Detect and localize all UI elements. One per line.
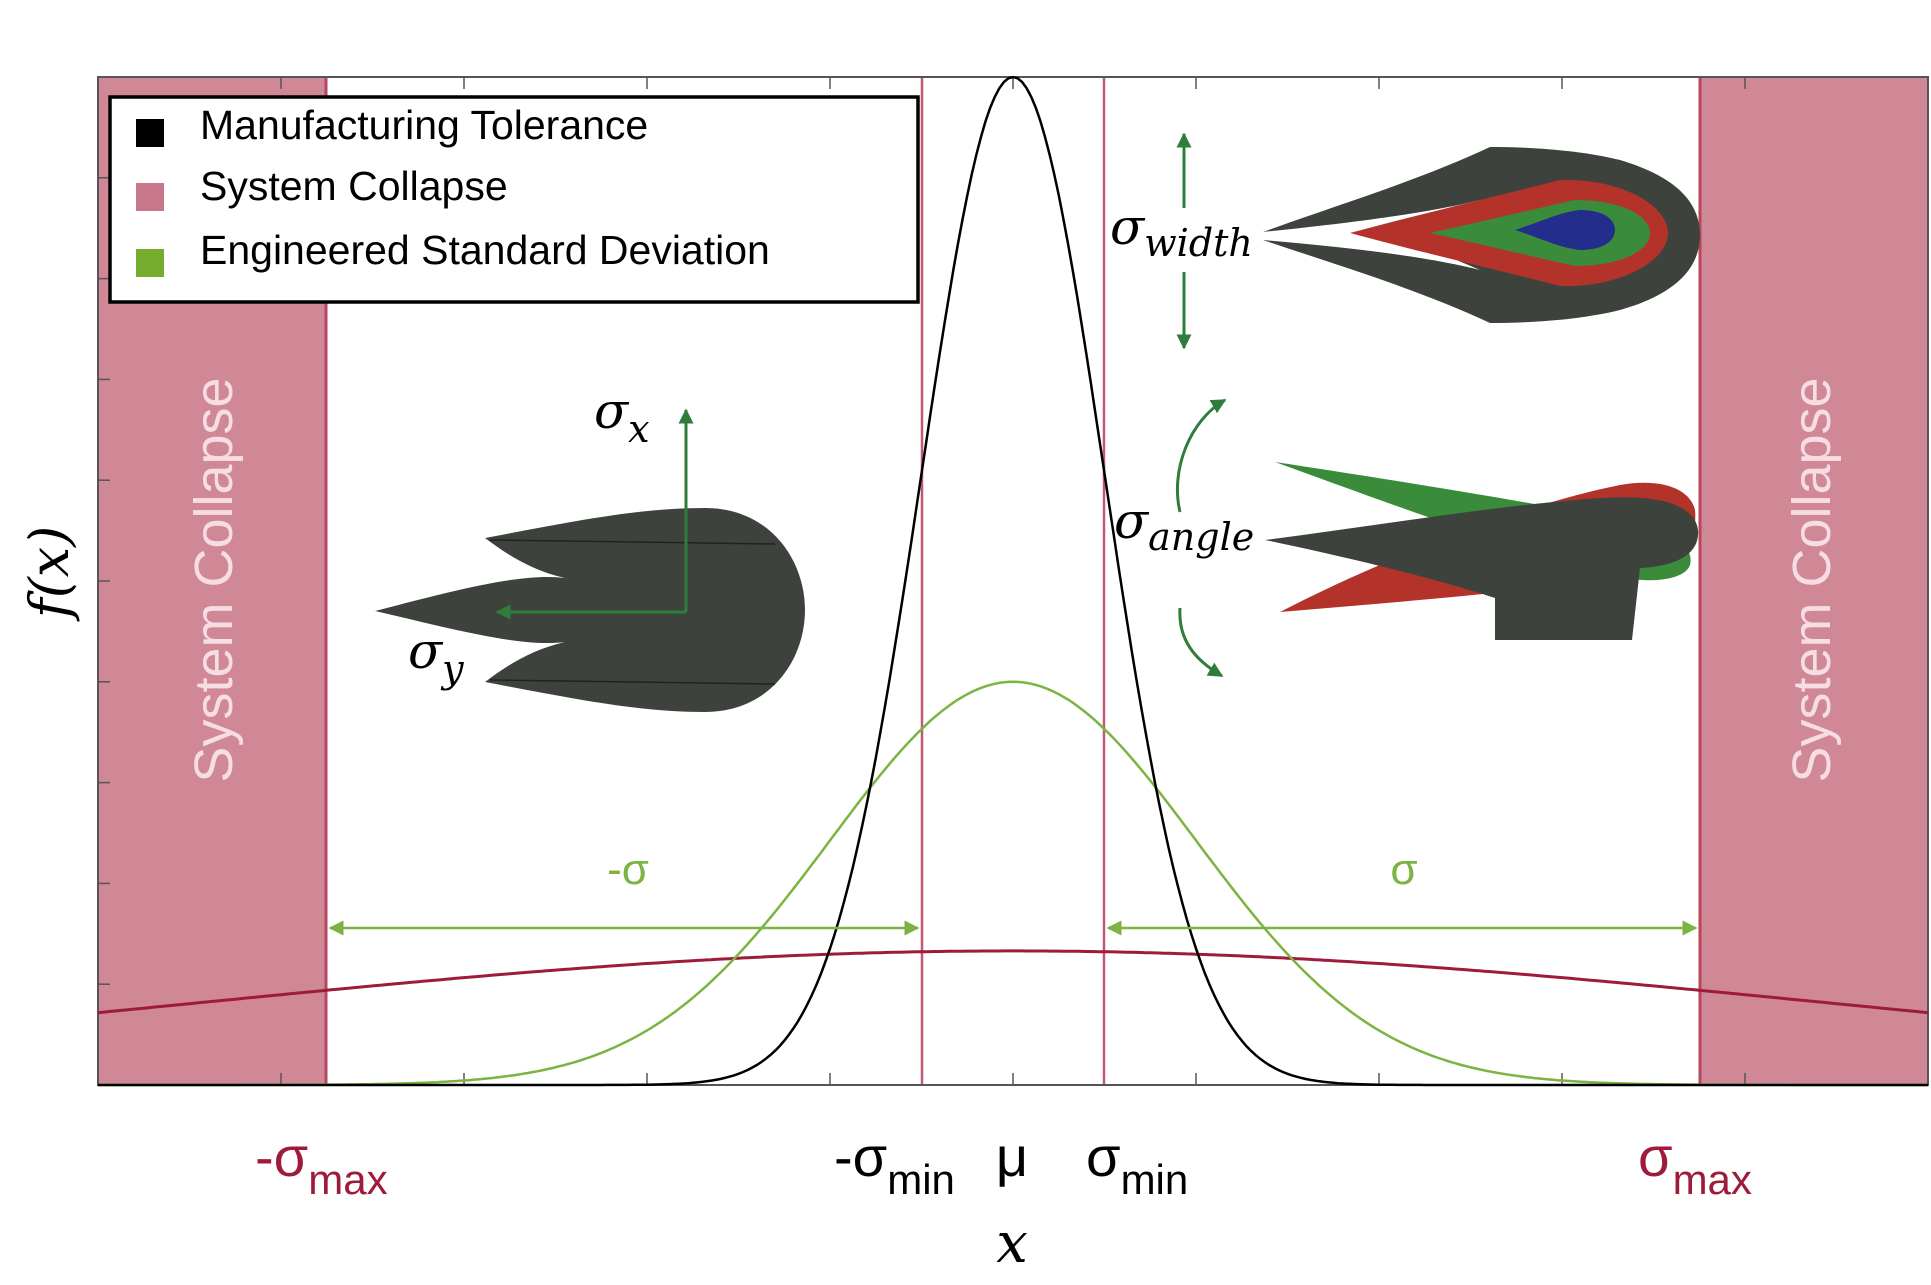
- x-axis-label: x: [996, 1211, 1028, 1276]
- y-axis-label: f(x): [18, 526, 81, 623]
- legend-swatch-collapse: [136, 183, 164, 211]
- legend-swatch-manufacturing: [136, 119, 164, 147]
- x-marker-neg-sigma-min: -σmin: [834, 1125, 955, 1203]
- sigma-label: σ: [1390, 845, 1417, 894]
- collapse-label-left: System Collapse: [184, 377, 244, 782]
- sigma-x-label: σx: [594, 382, 650, 451]
- sigma-angle-arrow-down: [1180, 608, 1222, 676]
- part-angle-dark: [1265, 497, 1698, 640]
- sigma-angle-arrow-up: [1177, 400, 1225, 512]
- legend-label-collapse: System Collapse: [200, 163, 508, 209]
- legend-label-engineered: Engineered Standard Deviation: [200, 227, 770, 273]
- sigma-y-label: σy: [408, 622, 464, 691]
- sigma-width-label: σwidth: [1110, 198, 1253, 265]
- part-illustration-top-view: [375, 508, 805, 712]
- part-illustration-width-variants: [1263, 147, 1700, 323]
- legend-label-manufacturing: Manufacturing Tolerance: [200, 102, 648, 148]
- legend: Manufacturing Tolerance System Collapse …: [110, 97, 918, 302]
- series-line-engineered: [98, 682, 1928, 1085]
- collapse-label-right: System Collapse: [1782, 377, 1842, 782]
- x-marker-sigma-max: σmax: [1638, 1125, 1752, 1203]
- series-line-collapse: [98, 951, 1928, 1013]
- x-marker-sigma-min: σmin: [1086, 1125, 1188, 1203]
- neg-sigma-label: -σ: [607, 845, 649, 894]
- part-illustration-angle-variants: [1265, 462, 1698, 640]
- legend-swatch-engineered: [136, 249, 164, 277]
- x-marker-neg-sigma-max: -σmax: [255, 1125, 388, 1203]
- x-marker-mu: μ: [996, 1125, 1028, 1188]
- sigma-angle-label: σangle: [1114, 492, 1254, 559]
